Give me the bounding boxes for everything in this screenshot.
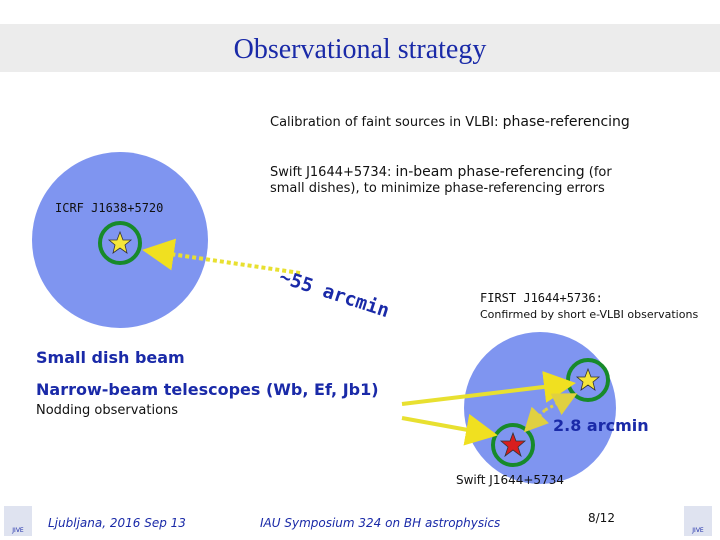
logo-text: JIVE xyxy=(691,527,704,534)
note-lead: Calibration of faint sources in VLBI: xyxy=(270,115,503,130)
beam-circle xyxy=(464,332,616,484)
logo xyxy=(4,506,32,536)
slide-title: Observational strategy xyxy=(234,34,487,65)
source-ring xyxy=(98,221,142,265)
nod-arrow xyxy=(401,370,576,406)
first-note: Confirmed by short e-VLBI observations xyxy=(480,308,698,321)
offset-label: 2.8 arcmin xyxy=(553,416,649,435)
calibration-note: Calibration of faint sources in VLBI: ph… xyxy=(270,114,630,130)
star xyxy=(107,230,133,254)
swift-note-line2: small dishes), to minimize phase-referen… xyxy=(270,181,605,196)
star xyxy=(575,367,601,391)
first-label: FIRST J1644+5736: xyxy=(480,291,603,305)
title-band xyxy=(0,24,720,72)
note-tail: (for xyxy=(585,165,613,180)
star xyxy=(499,431,527,458)
offset-arrow xyxy=(544,393,578,415)
swift-note: Swift J1644+5734: in-beam phase-referenc… xyxy=(270,164,612,180)
narrow-beam-label: Narrow-beam telescopes (Wb, Ef, Jb1) xyxy=(36,380,379,399)
nod-arrow xyxy=(401,413,498,446)
nodding-label: Nodding observations xyxy=(36,403,178,418)
logo xyxy=(684,506,712,536)
note-lead: Swift J1644+5734: xyxy=(270,165,395,180)
separation-label: ~55 arcmin xyxy=(276,266,392,322)
page-number: 8/12 xyxy=(588,511,615,525)
note-emphasis: in-beam phase-referencing xyxy=(395,164,584,180)
small-dish-label: Small dish beam xyxy=(36,348,185,367)
icrf-label: ICRF J1638+5720 xyxy=(55,201,163,215)
footer-event: IAU Symposium 324 on BH astrophysics xyxy=(260,516,500,530)
separation-arrow xyxy=(142,238,301,275)
footer-place: Ljubljana, 2016 Sep 13 xyxy=(48,516,186,530)
note-emphasis: phase-referencing xyxy=(503,114,630,130)
offset-arrow xyxy=(523,406,550,433)
swift-label: Swift J1644+5734 xyxy=(456,473,564,487)
logo-text: JIVE xyxy=(11,527,24,534)
